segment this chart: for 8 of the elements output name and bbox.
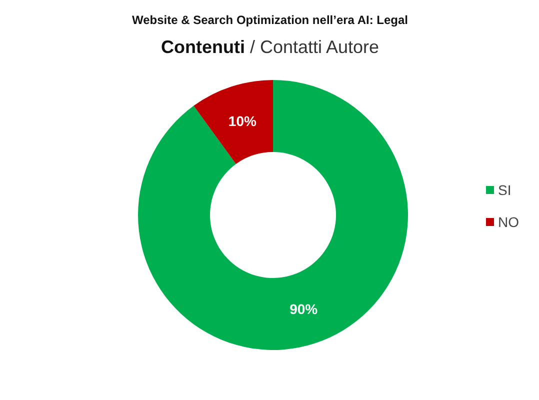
data-label: 90%	[290, 301, 318, 318]
data-label: 10%	[228, 112, 257, 129]
legend-label: NO	[498, 214, 520, 230]
legend-label: SI	[498, 182, 512, 198]
chart-subtitle: Contenuti / Contatti Autore	[160, 37, 380, 57]
chart-title: Website & Search Optimization nell’era AI: Legal	[132, 13, 408, 27]
donut-slice	[194, 80, 273, 164]
donut-slice	[138, 80, 408, 350]
